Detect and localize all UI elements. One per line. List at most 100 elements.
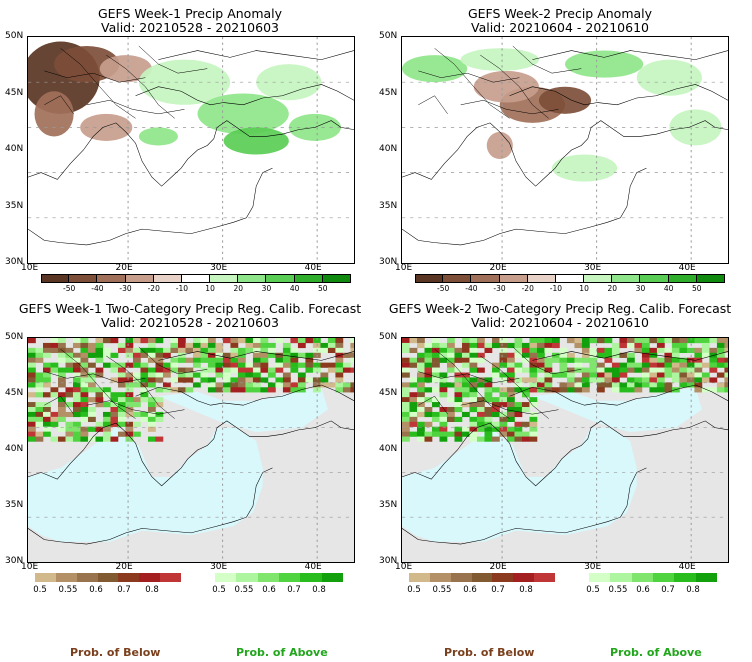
country-border (513, 46, 581, 73)
prob-cell (140, 352, 149, 358)
lat-tick-label: 45N (379, 388, 398, 398)
prob-cell (28, 347, 36, 354)
prob-cell (514, 382, 523, 388)
prob-cell (110, 362, 119, 368)
prob-cell (461, 352, 470, 358)
prob-cell (102, 392, 111, 398)
colorbar-label: -40 (465, 284, 478, 293)
prob-cell (709, 377, 718, 383)
prob-cell (469, 352, 478, 358)
prob-cell (439, 377, 448, 383)
prob-cell (461, 377, 470, 383)
prob-cell (140, 387, 149, 393)
prob-cell (282, 342, 291, 349)
anomaly-shade (80, 113, 133, 141)
prob-cell (252, 342, 261, 349)
prob-cell (491, 342, 500, 349)
prob-cell (461, 372, 470, 378)
colorbar-swatch (668, 274, 697, 283)
prob-cell (649, 372, 658, 378)
prob-cell (724, 382, 728, 388)
prob-cell (140, 382, 149, 388)
colorbar-swatch (409, 573, 430, 582)
prob-cell (656, 362, 665, 368)
prob-cell (491, 362, 500, 368)
prob-cell (42, 347, 51, 354)
colorbar-label: 0.5 (586, 585, 600, 595)
prob-cell (402, 347, 410, 354)
prob-cell (275, 377, 284, 383)
prob-cell (57, 436, 66, 442)
prob-cell (57, 352, 66, 358)
prob-cell (461, 392, 470, 398)
colorbar-label: 0.8 (686, 585, 700, 595)
prob-cell (297, 352, 306, 358)
lon-tick-label: 30E (584, 263, 602, 273)
prob-cell (200, 357, 209, 363)
prob-cell (619, 367, 628, 373)
prob-cell (574, 367, 583, 373)
prob-cell (589, 338, 598, 344)
colorbar-label: 0.55 (432, 585, 452, 595)
prob-cell (521, 406, 530, 413)
panel-title: GEFS Week-1 Two-Category Precip Reg. Cal… (18, 301, 362, 316)
prob-cell (694, 357, 703, 363)
prob-cell (506, 406, 515, 413)
prob-cell (484, 416, 493, 422)
prob-cell (28, 372, 36, 378)
colorbar-label: -50 (437, 284, 450, 293)
colorbar-swatch (674, 573, 696, 582)
prob-cell (596, 352, 605, 358)
prob-cell (42, 372, 51, 378)
prob-cell (185, 347, 194, 354)
prob-cell (574, 377, 583, 383)
prob-cell (694, 362, 703, 368)
prob-cell (192, 342, 201, 349)
footer-above-label-2: Prob. of Above (610, 646, 702, 659)
prob-cell (461, 362, 470, 368)
prob-cell (559, 352, 568, 358)
colorbar-label: -30 (119, 284, 132, 293)
prob-cell (35, 421, 44, 427)
lat-tick-label: 45N (379, 87, 398, 98)
prob-cell (461, 347, 470, 354)
prob-cell (656, 338, 665, 344)
prob-cell (57, 367, 66, 373)
prob-cell (260, 338, 269, 344)
prob-cell (514, 411, 523, 418)
prob-cell (290, 382, 299, 388)
map-panel (27, 337, 355, 563)
prob-cell (439, 357, 448, 363)
lon-tick-label: 10E (395, 263, 413, 273)
prob-cell (611, 347, 620, 354)
prob-cell (35, 406, 44, 413)
prob-cell (521, 347, 530, 354)
prob-cell (252, 387, 261, 393)
prob-cell (230, 367, 239, 373)
prob-cell (28, 367, 36, 373)
prob-cell (72, 338, 81, 344)
prob-cell (80, 357, 89, 363)
lon-tick-label: 30E (210, 263, 228, 273)
prob-cell (192, 352, 201, 358)
prob-cell (476, 411, 485, 418)
prob-cell (469, 382, 478, 388)
prob-cell (222, 352, 231, 358)
prob-cell (506, 357, 515, 363)
prob-cell (35, 382, 44, 388)
prob-cell (237, 367, 246, 373)
prob-cell (701, 387, 710, 393)
prob-cell (312, 377, 321, 383)
prob-cell (424, 431, 433, 437)
prob-cell (65, 392, 74, 398)
prob-cell (342, 387, 351, 393)
prob-cell (589, 357, 598, 363)
prob-cell (290, 352, 299, 358)
prob-cell (431, 397, 440, 403)
prob-cell (574, 362, 583, 368)
prob-cell (409, 411, 418, 418)
prob-cell (192, 362, 201, 368)
prob-cell (476, 397, 485, 403)
prob-cell (222, 382, 231, 388)
prob-cell (402, 431, 410, 437)
